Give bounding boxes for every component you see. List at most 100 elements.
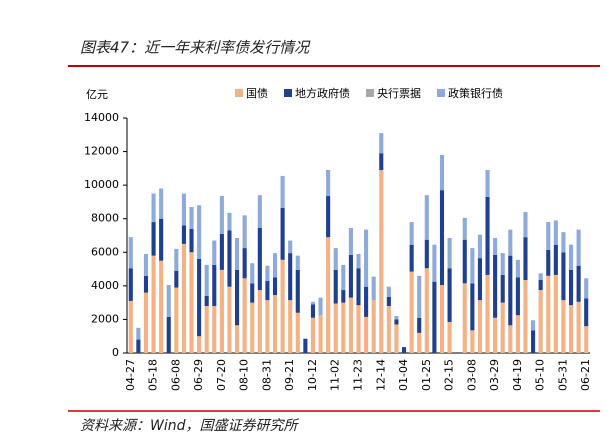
- x-tick-label: 05-18: [147, 359, 160, 391]
- bar-segment: [409, 271, 414, 353]
- bar-segment: [432, 244, 437, 282]
- bar-segment: [508, 325, 513, 353]
- bar-segment: [424, 268, 429, 353]
- bar-segment: [364, 229, 369, 287]
- bar-segment: [364, 286, 369, 317]
- bar-segment: [485, 170, 490, 197]
- bar-segment: [250, 263, 255, 284]
- bar-segment: [439, 190, 445, 286]
- bar-segment: [197, 259, 202, 337]
- bar-segment: [257, 290, 262, 353]
- bar-segment: [500, 274, 505, 303]
- bar-segment: [546, 222, 551, 250]
- bar-segment: [227, 286, 232, 353]
- bar-segment: [265, 300, 270, 353]
- bar-segment: [477, 300, 482, 353]
- bar-segment: [197, 336, 202, 353]
- bar-segment: [341, 264, 346, 291]
- bar-segment: [576, 229, 581, 266]
- source: 资料来源：Wind，国盛证券研究所: [80, 418, 299, 434]
- bar-segment: [371, 300, 376, 353]
- x-tick-label: 06-08: [169, 359, 182, 391]
- bar-segment: [485, 274, 490, 353]
- bar-segment: [462, 239, 467, 284]
- bar-segment: [212, 240, 217, 265]
- bar-segment: [197, 205, 202, 259]
- bar-segment: [333, 248, 338, 270]
- bar-segment: [166, 316, 171, 353]
- bar-segment: [508, 255, 513, 326]
- bar-segment: [493, 254, 498, 318]
- bar-segment: [212, 306, 217, 353]
- bar-segment: [265, 265, 270, 281]
- bar-segment: [379, 170, 384, 353]
- bar-segment: [424, 239, 429, 269]
- x-tick-label: 04-19: [511, 359, 524, 391]
- bar-segment: [303, 338, 308, 353]
- bar-segment: [295, 255, 300, 270]
- bar-segment: [128, 300, 133, 353]
- legend-swatch: [437, 89, 445, 97]
- bar-segment: [333, 303, 338, 353]
- bar-segment: [288, 240, 293, 254]
- legend-label: 政策银行债: [448, 86, 503, 100]
- bar-segment: [515, 277, 520, 316]
- bar-segment: [523, 212, 528, 238]
- bar-segment: [447, 268, 452, 322]
- x-tick-label: 06-21: [579, 359, 592, 391]
- x-tick-label: 06-29: [192, 359, 205, 391]
- x-tick-label: 11-02: [329, 359, 342, 391]
- bar-segment: [546, 275, 551, 353]
- bar-segment: [576, 265, 581, 302]
- bar-segment: [470, 330, 475, 353]
- bar-segment: [409, 244, 414, 272]
- bar-segment: [143, 292, 149, 353]
- bar-segment: [348, 297, 353, 353]
- bar-segment: [219, 233, 224, 270]
- bar-segment: [181, 243, 186, 353]
- bar-segment: [508, 229, 513, 256]
- bar-segment: [364, 316, 369, 353]
- x-tick-label: 10-12: [306, 359, 319, 391]
- bar-segment: [204, 295, 209, 306]
- bar-segment: [394, 316, 399, 320]
- bar-segment: [538, 273, 543, 280]
- bar-segment: [310, 317, 316, 353]
- bar-segment: [386, 296, 391, 306]
- bar-segment: [288, 300, 293, 353]
- bar-segment: [424, 195, 429, 240]
- bar-segment: [394, 319, 399, 325]
- bar-segment: [553, 244, 558, 275]
- bar-segment: [568, 305, 574, 353]
- bar-segment: [470, 283, 475, 331]
- bar-segment: [356, 305, 361, 353]
- bar-segment: [326, 196, 331, 238]
- bar-segment: [531, 320, 536, 331]
- x-tick-label: 08-31: [260, 359, 273, 391]
- bar-segment: [568, 269, 574, 306]
- bar-segment: [204, 306, 209, 353]
- bar-segment: [462, 283, 467, 353]
- x-tick-label: 11-23: [352, 359, 365, 391]
- bar-segment: [447, 238, 452, 269]
- bar-segment: [432, 281, 437, 353]
- legend-label: 央行票据: [377, 86, 421, 100]
- bar-segment: [250, 302, 255, 353]
- bar-segment: [235, 238, 240, 270]
- bar-segment: [310, 304, 316, 318]
- y-tick-label: 4000: [91, 279, 119, 292]
- bar-segment: [417, 275, 422, 318]
- x-tick-label: 05-10: [534, 359, 547, 391]
- bar-segment: [174, 270, 179, 288]
- bar-segment: [257, 195, 262, 228]
- bar-segment: [272, 253, 278, 278]
- bar-segment: [272, 277, 278, 296]
- bar-segment: [348, 227, 353, 255]
- bar-segment: [523, 237, 528, 280]
- bar-segment: [280, 259, 285, 353]
- bar-segment: [470, 248, 475, 284]
- bar-segment: [235, 269, 240, 326]
- legend-label: 地方政府债: [295, 86, 350, 100]
- bar-segment: [341, 302, 346, 353]
